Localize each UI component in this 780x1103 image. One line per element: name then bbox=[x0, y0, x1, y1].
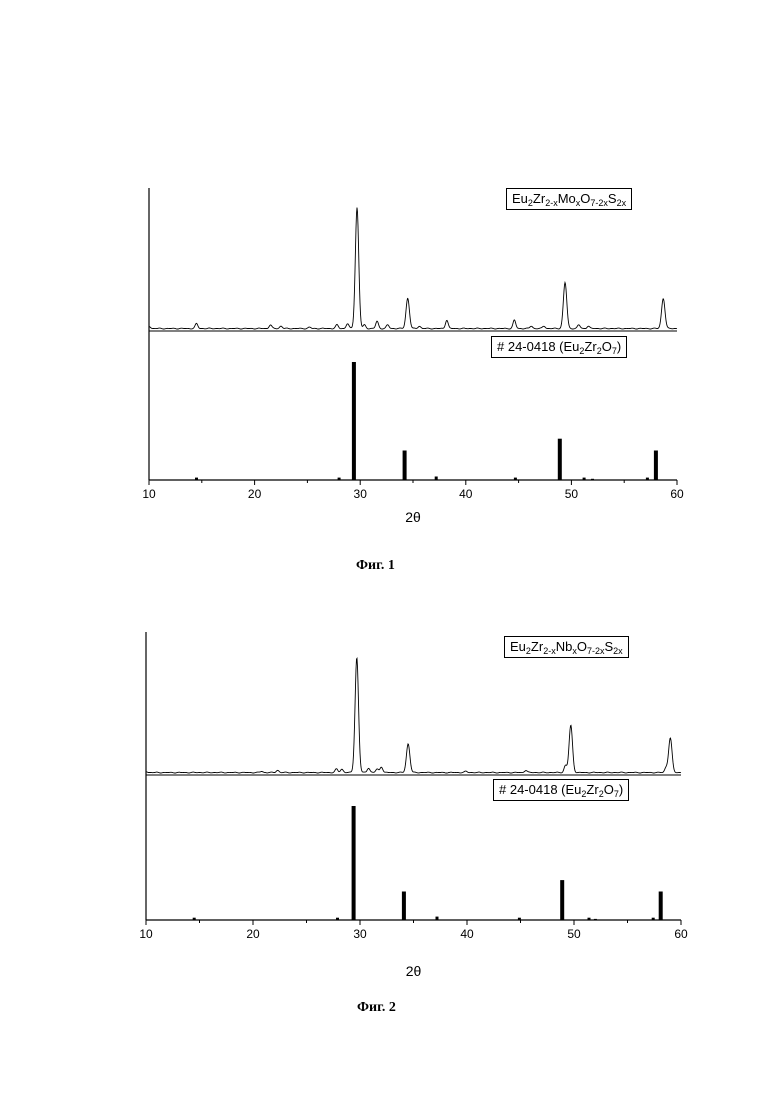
figure-2: 10 20 30 40 50 60 2θ Eu2Zr2-xNbxO7-2xS2x # 24-… bbox=[0, 620, 780, 1040]
chart-2-top-legend: Eu2Zr2-xNbxO7-2xS2x bbox=[504, 636, 629, 658]
chart-1-top-legend: Eu2Zr2-xMoxO7-2xS2x bbox=[506, 188, 632, 210]
chart-1-x-tick-label: 50 bbox=[565, 487, 579, 501]
chart-1-reference-bar bbox=[583, 478, 586, 480]
chart-2-reference-bar bbox=[560, 880, 564, 920]
chart-1-reference-bar bbox=[352, 362, 356, 480]
chart-2-x-tick-label: 60 bbox=[674, 927, 688, 941]
figure-1: 10 20 30 40 50 60 2θ Eu2Zr2-xMoxO7-2xS2x # 24-… bbox=[0, 170, 780, 590]
chart-2-reference-bar bbox=[652, 918, 655, 920]
chart-2-pattern-line bbox=[146, 658, 681, 773]
chart-1-reference-bar bbox=[403, 451, 407, 481]
figure-2-caption: Фиг. 2 bbox=[357, 1000, 396, 1016]
chart-1-reference-bar bbox=[558, 439, 562, 480]
chart-2-reference-bar bbox=[594, 919, 597, 920]
chart-1-reference-bar bbox=[195, 478, 198, 480]
chart-1-x-tick-label: 60 bbox=[670, 487, 684, 501]
figure-1-caption: Фиг. 1 bbox=[356, 558, 395, 574]
chart-1-reference-bar bbox=[591, 479, 594, 480]
chart-1-x-tick-label: 40 bbox=[459, 487, 473, 501]
chart-2-x-tick-label: 40 bbox=[460, 927, 474, 941]
chart-1-bottom-legend: # 24-0418 (Eu2Zr2O7) bbox=[491, 336, 627, 358]
chart-2-reference-bar bbox=[193, 918, 196, 920]
chart-2-bottom-legend: # 24-0418 (Eu2Zr2O7) bbox=[493, 779, 629, 801]
chart-1-x-tick-label: 30 bbox=[354, 487, 368, 501]
chart-1-x-tick-label: 20 bbox=[248, 487, 262, 501]
chart-2-x-tick-label: 10 bbox=[139, 927, 153, 941]
chart-1-reference-bar bbox=[435, 477, 438, 481]
chart-1-plot: 10 20 30 40 50 60 2θ bbox=[0, 170, 780, 590]
chart-1-x-tick-label: 10 bbox=[142, 487, 156, 501]
chart-2-plot: 10 20 30 40 50 60 2θ bbox=[0, 620, 780, 1040]
chart-1-reference-bar bbox=[338, 478, 341, 480]
chart-2-reference-bar bbox=[352, 806, 356, 920]
chart-1-x-axis-label: 2θ bbox=[405, 509, 421, 525]
chart-2-reference-bar bbox=[518, 918, 521, 920]
chart-2-x-tick-label: 20 bbox=[246, 927, 260, 941]
chart-2-reference-bar bbox=[336, 918, 339, 920]
chart-1-reference-bar bbox=[646, 478, 649, 480]
chart-2-reference-bar bbox=[588, 918, 591, 920]
chart-2-x-tick-label: 50 bbox=[567, 927, 581, 941]
chart-2-x-tick-label: 30 bbox=[353, 927, 367, 941]
chart-2-reference-bar bbox=[436, 917, 439, 920]
chart-2-reference-bar bbox=[659, 892, 663, 921]
chart-1-reference-bar bbox=[654, 451, 658, 481]
chart-1-reference-bar bbox=[514, 478, 517, 480]
chart-1-pattern-line bbox=[149, 208, 677, 330]
chart-2-reference-bar bbox=[402, 892, 406, 921]
chart-2-x-axis-label: 2θ bbox=[406, 963, 422, 979]
